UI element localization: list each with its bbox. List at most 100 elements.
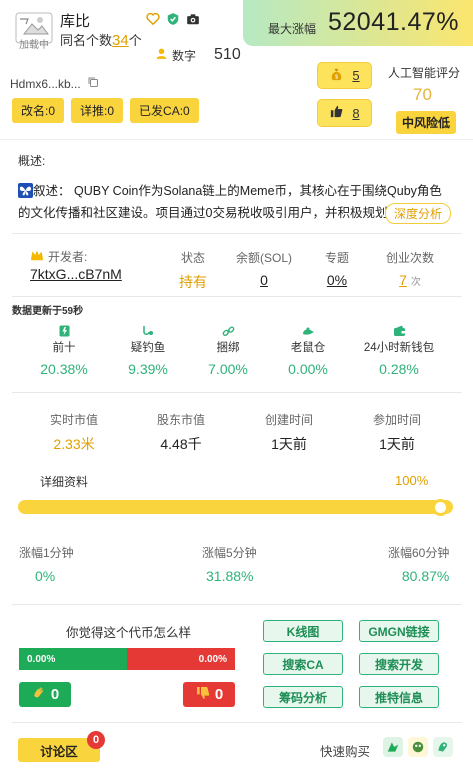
developer-label: 开发者: — [48, 250, 88, 264]
topic-value[interactable]: 0% — [326, 272, 348, 288]
money-bag-button[interactable]: $ 5 — [317, 62, 372, 89]
same-name-number[interactable]: 34 — [112, 32, 129, 49]
top10-icon — [19, 325, 109, 337]
digit-row: 数字 510 — [155, 46, 241, 64]
quick-buy-bot1-icon[interactable] — [383, 737, 403, 757]
metric-rat-warehouse: 老鼠仓 0.00% — [263, 325, 353, 377]
vote-down-count: 0 — [214, 686, 224, 703]
thumb-down-icon — [195, 685, 211, 705]
vote-down-button[interactable]: 0 — [183, 682, 235, 707]
search-ca-button[interactable]: 搜索CA — [263, 653, 343, 675]
divider — [12, 604, 462, 605]
market-created-time: 创建时间 1天前 — [239, 411, 339, 454]
fishing-icon — [103, 325, 193, 337]
divider — [12, 722, 462, 723]
max-rise-panel: 最大涨幅 52041.47% — [243, 0, 473, 46]
vote-up-button[interactable]: 0 — [19, 682, 71, 707]
token-header: 加载中 库比 同名个数34个 数字 510 最大涨幅 52041.4 — [0, 0, 473, 140]
twitter-info-button[interactable]: 推特信息 — [359, 686, 439, 708]
butterfly-icon — [18, 183, 33, 198]
money-bag-count: 5 — [352, 68, 360, 83]
address-text: Hdmx6...kb... — [10, 76, 81, 91]
startups-column: 创业次数 7 次 — [380, 249, 440, 288]
shield-check-icon — [166, 12, 180, 31]
topic-label: 专题 — [324, 251, 349, 265]
same-name-count[interactable]: 同名个数34个 — [60, 30, 142, 49]
metric-new-wallets: 24小时新钱包 0.28% — [354, 325, 444, 377]
status-label: 状态 — [180, 251, 205, 265]
rise-1min: 涨幅1分钟 0% — [19, 544, 74, 584]
quick-buy-bot3-icon[interactable] — [433, 737, 453, 757]
wallet-icon — [354, 325, 444, 337]
deep-analysis-button[interactable]: 深度分析 — [385, 203, 452, 224]
market-realtime-cap: 实时市值 2.33米 — [24, 411, 124, 454]
market-label: 股东市值 — [156, 413, 205, 427]
rise-60min: 涨幅60分钟 80.87% — [388, 544, 449, 584]
divider — [12, 392, 462, 393]
vote-bar-red: 0.00% — [127, 648, 235, 670]
progress-knob[interactable] — [432, 499, 449, 516]
max-rise-value: 52041.47% — [328, 8, 460, 36]
tag-rename[interactable]: 改名:0 — [12, 98, 65, 123]
user-icon — [155, 47, 168, 63]
search-dev-button[interactable]: 搜索开发 — [359, 653, 439, 675]
risk-badge: 中风险低 — [396, 111, 457, 134]
status-value: 持有 — [179, 274, 207, 290]
ai-score-value: 70 — [413, 85, 432, 104]
tag-detail-push[interactable]: 详推:0 — [71, 98, 124, 123]
like-button[interactable]: 8 — [317, 99, 372, 127]
discussion-badge: 0 — [87, 731, 105, 749]
digit-value: 510 — [214, 46, 241, 63]
quick-buy-bot2-icon[interactable] — [408, 737, 428, 757]
developer-label-row: 开发者: — [30, 248, 87, 265]
ai-score-label: 人工智能评分 — [388, 66, 461, 80]
developer-address[interactable]: 7ktxG...cB7nM — [30, 266, 122, 282]
startups-value[interactable]: 7 — [399, 272, 407, 288]
topic-column: 专题 0% — [316, 249, 358, 288]
market-value: 4.48千 — [160, 436, 202, 452]
logo-loading-text: 加载中 — [19, 40, 49, 51]
discussion-button[interactable]: 讨论区 — [18, 738, 100, 762]
rise-value: 0% — [35, 568, 56, 584]
balance-value[interactable]: 0 — [260, 272, 268, 288]
gmgn-link-button[interactable]: GMGN链接 — [359, 620, 439, 642]
startups-row: 7 次 — [380, 272, 440, 288]
metric-fishing: 疑钓鱼 9.39% — [103, 325, 193, 377]
market-join-time: 参加时间 1天前 — [347, 411, 447, 454]
divider — [12, 233, 462, 234]
balance-label: 余额(SOL) — [235, 251, 292, 265]
vote-red-pct: 0.00% — [198, 653, 227, 665]
same-name-prefix: 同名个数 — [60, 33, 113, 48]
update-time: 数据更新于59秒 — [12, 306, 84, 317]
metric-label: 老鼠仓 — [290, 342, 326, 354]
svg-text:$: $ — [335, 74, 339, 80]
money-bag-icon: $ — [329, 67, 344, 85]
token-name: 库比 — [60, 13, 91, 30]
copy-icon[interactable] — [87, 76, 99, 91]
rise-value: 31.88% — [206, 568, 254, 584]
market-label: 创建时间 — [264, 413, 313, 427]
heart-icon[interactable] — [146, 12, 160, 31]
contract-address[interactable]: Hdmx6...kb... — [10, 76, 99, 91]
detail-progress-bar — [18, 500, 453, 514]
camera-icon[interactable] — [186, 12, 200, 31]
startups-label: 创业次数 — [385, 251, 434, 265]
metric-label: 捆绑 — [216, 342, 240, 354]
description-lead: 叙述： — [33, 184, 71, 198]
description-text: QUBY Coin作为Solana链上的Meme币，其核心在于围绕Quby角色的… — [18, 184, 442, 220]
detail-label: 详细资料 — [40, 475, 89, 489]
metric-value: 20.38% — [40, 361, 88, 377]
kline-button[interactable]: K线图 — [263, 620, 343, 642]
tag-ca-sent[interactable]: 已发CA:0 — [130, 98, 199, 123]
rise-label: 涨幅60分钟 — [388, 546, 450, 560]
metric-label: 24小时新钱包 — [363, 342, 435, 354]
startups-unit: 次 — [410, 277, 421, 288]
chip-analysis-button[interactable]: 筹码分析 — [263, 686, 343, 708]
metric-value: 9.39% — [128, 361, 168, 377]
metric-top10: 前十 20.38% — [19, 325, 109, 377]
metric-label: 前十 — [52, 342, 76, 354]
token-logo — [12, 10, 56, 50]
max-rise-label: 最大涨幅 — [268, 22, 317, 36]
rise-5min: 涨幅5分钟 31.88% — [202, 544, 257, 584]
